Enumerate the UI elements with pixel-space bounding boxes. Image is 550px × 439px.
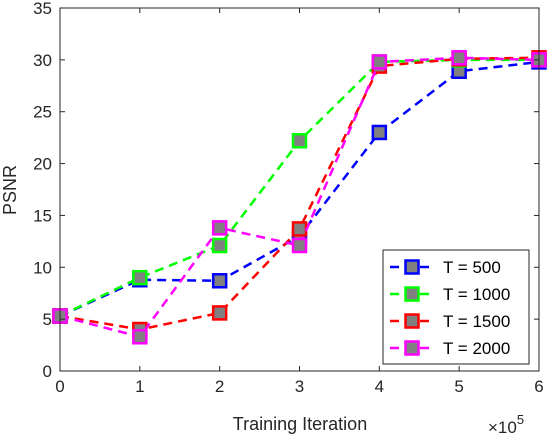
legend-label: T = 500 <box>443 258 501 277</box>
x-tick-label: 4 <box>375 377 384 396</box>
y-tick-label: 10 <box>33 258 52 277</box>
legend-marker <box>404 313 420 329</box>
x-axis-multiplier: ×105 <box>488 412 524 437</box>
data-point <box>451 50 467 66</box>
axis-layer: 0 1 2 3 4 5 6 0 5 10 15 20 25 30 35 <box>33 0 544 396</box>
x-tick-label: 1 <box>135 377 144 396</box>
y-tick-label: 35 <box>33 0 52 18</box>
legend: T = 500 T = 1000 T = 1500 T = 2000 <box>382 249 530 365</box>
series-layer <box>52 50 547 345</box>
legend-entry: T = 1000 <box>390 285 510 304</box>
data-point <box>371 54 388 70</box>
legend-label: T = 1500 <box>443 312 510 331</box>
y-axis-label: PSNR <box>0 165 20 215</box>
data-point <box>132 269 148 286</box>
y-tick-label: 0 <box>43 362 52 381</box>
y-tick-label: 20 <box>33 155 52 174</box>
data-point <box>291 237 308 254</box>
legend-entry: T = 500 <box>390 258 501 277</box>
x-multiplier-exponent: 5 <box>517 412 524 427</box>
data-point <box>291 221 308 237</box>
x-tick-label: 0 <box>55 377 64 396</box>
data-point <box>211 273 228 289</box>
legend-marker <box>404 259 420 275</box>
legend-marker <box>404 286 420 302</box>
x-axis-label: Training Iteration <box>233 414 367 434</box>
legend-label: T = 2000 <box>443 339 510 358</box>
x-tick-label: 5 <box>454 377 463 396</box>
y-tick-label: 30 <box>33 51 52 70</box>
data-point <box>371 124 388 141</box>
data-point <box>211 305 228 321</box>
x-tick-label: 2 <box>215 377 224 396</box>
y-tick-label: 15 <box>33 206 52 225</box>
data-point <box>211 237 228 254</box>
legend-entry: T = 1500 <box>390 312 510 331</box>
y-tick-label: 25 <box>33 103 52 122</box>
legend-label: T = 1000 <box>443 285 510 304</box>
x-tick-label: 3 <box>295 377 304 396</box>
legend-marker <box>404 340 420 356</box>
data-point <box>291 133 308 149</box>
x-multiplier-base: ×10 <box>488 418 517 437</box>
data-point <box>132 329 148 345</box>
data-point <box>211 220 228 236</box>
legend-entry: T = 2000 <box>390 339 510 358</box>
y-tick-label: 5 <box>43 310 52 329</box>
x-tick-label: 6 <box>534 377 543 396</box>
